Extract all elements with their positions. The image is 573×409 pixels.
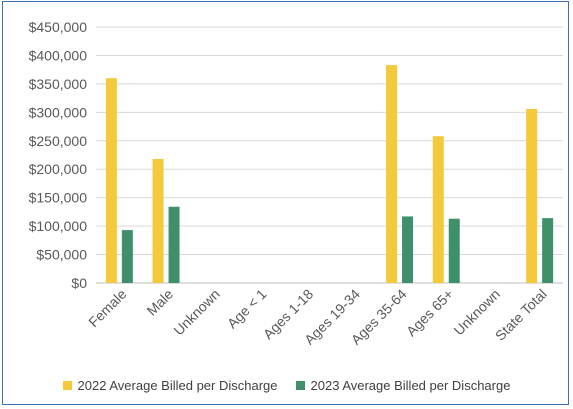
x-tick-label: Female [85,286,129,330]
y-tick-label: $200,000 [29,161,88,177]
legend-swatch-2022 [62,381,72,390]
legend-item-2022: 2022 Average Billed per Discharge [62,378,278,393]
bar-2022 [152,158,164,283]
gridlines [96,26,563,284]
chart-frame: $0 $50,000 $100,000 $150,000 $200,000 $250,00… [2,1,569,405]
bar-2023 [542,218,554,283]
legend-label-2023: 2023 Average Billed per Discharge [310,378,511,393]
legend-swatch-2023 [295,381,305,390]
y-tick-label: $50,000 [36,247,87,263]
legend-item-2023: 2023 Average Billed per Discharge [295,378,511,393]
bar-2022 [386,65,398,283]
bar-2023 [448,218,460,283]
bar-2022 [105,78,117,283]
legend-label-2022: 2022 Average Billed per Discharge [77,378,278,393]
y-tick-label: $150,000 [29,190,88,206]
y-tick-label: $350,000 [29,76,88,92]
bar-2023 [121,230,133,283]
y-tick-label: $400,000 [29,47,88,63]
bar-2023 [402,216,414,283]
y-tick-label: $300,000 [29,104,88,120]
x-tick-label: Ages 65+ [403,286,456,339]
y-tick-label: $0 [71,275,87,291]
bar-chart: $0 $50,000 $100,000 $150,000 $200,000 $250,00… [29,19,563,348]
x-tick-label: Age < 1 [224,286,270,332]
bar-2022 [432,136,444,283]
x-tick-label: Unknown [170,286,223,339]
y-axis-tick-labels: $0 $50,000 $100,000 $150,000 $200,000 $250,00… [29,19,88,291]
y-tick-label: $450,000 [29,19,88,35]
x-tick-label: State Total [492,286,550,344]
bars [105,65,554,283]
bar-2023 [168,206,180,283]
x-tick-label: Male [143,286,176,319]
y-tick-label: $100,000 [29,218,88,234]
y-tick-label: $250,000 [29,133,88,149]
legend: 2022 Average Billed per Discharge 2023 A… [3,378,570,393]
bar-2022 [526,108,538,283]
